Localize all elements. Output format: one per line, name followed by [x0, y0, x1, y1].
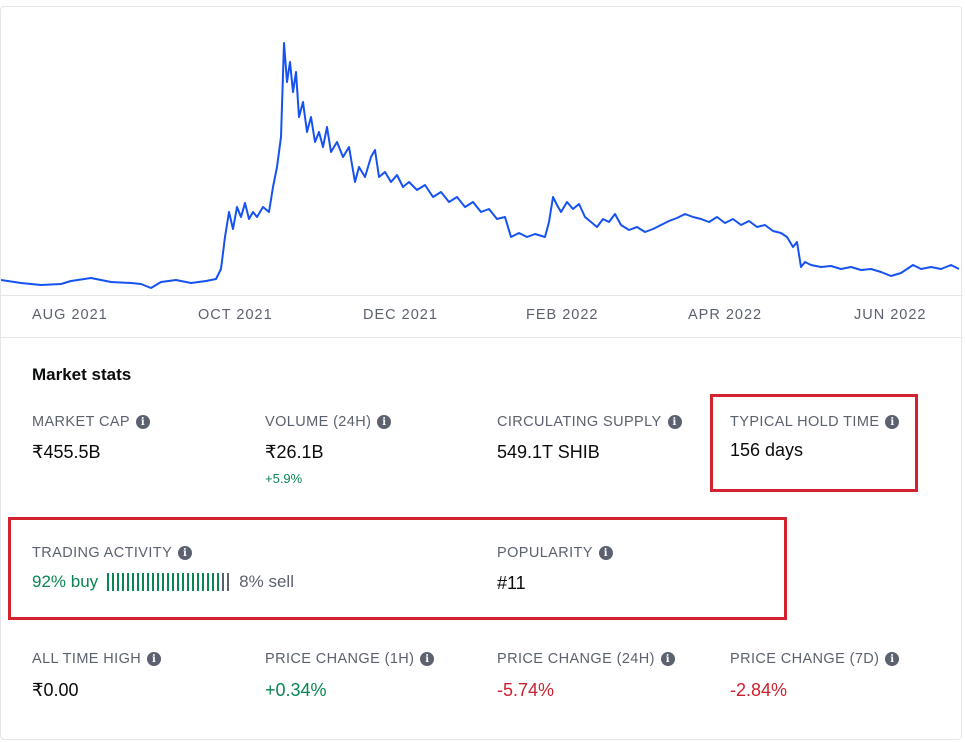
buy-bar-segment	[112, 573, 115, 591]
price-change-24h-label: PRICE CHANGE (24H)	[497, 651, 655, 667]
buy-bar-segment	[147, 573, 150, 591]
buy-sell-bar	[107, 573, 230, 591]
trading-activity-row: 92% buy 8% sell	[32, 572, 294, 592]
info-icon[interactable]: i	[136, 415, 151, 429]
info-icon[interactable]: i	[660, 652, 675, 666]
info-icon[interactable]: i	[885, 415, 900, 429]
price-chart-svg[interactable]	[1, 7, 963, 297]
stat-price-change-24h: PRICE CHANGE (24H) i -5.74%	[497, 651, 675, 701]
stat-circulating-supply: CIRCULATING SUPPLY i 549.1T SHIB	[497, 414, 682, 463]
buy-bar-segment	[142, 573, 145, 591]
info-icon[interactable]: i	[178, 546, 193, 560]
hold-time-label: TYPICAL HOLD TIME	[730, 414, 880, 430]
sell-bar-segment	[227, 573, 230, 591]
circulating-supply-value: 549.1T SHIB	[497, 442, 600, 462]
all-time-high-label: ALL TIME HIGH	[32, 651, 142, 667]
buy-bar-segment	[117, 573, 120, 591]
chart-axis	[1, 295, 963, 296]
x-label-apr-2022: APR 2022	[688, 307, 763, 323]
stat-price-change-1h: PRICE CHANGE (1H) i +0.34%	[265, 651, 435, 701]
trading-activity-label: TRADING ACTIVITY	[32, 545, 173, 561]
market-cap-label: MARKET CAP	[32, 414, 131, 430]
popularity-label: POPULARITY	[497, 545, 593, 561]
buy-bar-segment	[197, 573, 200, 591]
buy-bar-segment	[172, 573, 175, 591]
volume-change: +5.9%	[265, 471, 303, 486]
stat-market-cap: MARKET CAP i ₹455.5B	[32, 414, 151, 463]
info-icon[interactable]: i	[885, 652, 900, 666]
popularity-value: #11	[497, 573, 526, 593]
stat-trading-activity: TRADING ACTIVITY i 92% buy 8% sell	[32, 545, 294, 592]
buy-bar-segment	[192, 573, 195, 591]
buy-bar-segment	[157, 573, 160, 591]
buy-bar-segment	[127, 573, 130, 591]
market-card: AUG 2021 OCT 2021 DEC 2021 FEB 2022 APR …	[0, 6, 963, 740]
volume-label: VOLUME (24H)	[265, 414, 372, 430]
stat-hold-time: TYPICAL HOLD TIME i 156 days	[730, 414, 900, 461]
info-icon[interactable]: i	[420, 652, 435, 666]
info-icon[interactable]: i	[377, 415, 392, 429]
x-label-oct-2021: OCT 2021	[198, 307, 273, 323]
volume-value: ₹26.1B	[265, 442, 324, 462]
price-change-1h-label: PRICE CHANGE (1H)	[265, 651, 415, 667]
x-label-aug-2021: AUG 2021	[32, 307, 108, 323]
hold-time-value: 156 days	[730, 440, 804, 460]
section-divider	[1, 337, 963, 338]
sell-percentage: 8% sell	[239, 572, 294, 591]
price-chart[interactable]	[1, 7, 963, 297]
stat-popularity: POPULARITY i #11	[497, 545, 613, 594]
x-label-jun-2022: JUN 2022	[854, 307, 927, 323]
info-icon[interactable]: i	[598, 546, 613, 560]
buy-bar-segment	[177, 573, 180, 591]
market-stats-title: Market stats	[32, 365, 132, 384]
buy-bar-segment	[182, 573, 185, 591]
buy-bar-segment	[162, 573, 165, 591]
buy-bar-segment	[167, 573, 170, 591]
circulating-supply-label: CIRCULATING SUPPLY	[497, 414, 662, 430]
buy-bar-segment	[202, 573, 205, 591]
buy-bar-segment	[212, 573, 215, 591]
info-icon[interactable]: i	[147, 652, 162, 666]
chart-x-axis-labels: AUG 2021 OCT 2021 DEC 2021 FEB 2022 APR …	[1, 307, 963, 331]
buy-bar-segment	[137, 573, 140, 591]
buy-bar-segment	[122, 573, 125, 591]
price-line	[1, 42, 960, 289]
market-cap-value: ₹455.5B	[32, 442, 101, 462]
stat-all-time-high: ALL TIME HIGH i ₹0.00	[32, 651, 162, 701]
price-change-7d-label: PRICE CHANGE (7D)	[730, 651, 880, 667]
price-change-7d-value: -2.84%	[730, 680, 788, 700]
price-change-24h-value: -5.74%	[497, 680, 555, 700]
all-time-high-value: ₹0.00	[32, 680, 79, 700]
stat-price-change-7d: PRICE CHANGE (7D) i -2.84%	[730, 651, 900, 701]
buy-bar-segment	[107, 573, 110, 591]
buy-percentage: 92% buy	[32, 572, 99, 591]
x-label-dec-2021: DEC 2021	[363, 307, 438, 323]
stat-volume: VOLUME (24H) i ₹26.1B +5.9%	[265, 414, 392, 486]
highlight-box-activity	[8, 517, 787, 620]
buy-bar-segment	[207, 573, 210, 591]
buy-bar-segment	[217, 573, 220, 591]
x-label-feb-2022: FEB 2022	[526, 307, 599, 323]
buy-bar-segment	[187, 573, 190, 591]
price-change-1h-value: +0.34%	[265, 680, 327, 700]
buy-bar-segment	[132, 573, 135, 591]
buy-bar-segment	[152, 573, 155, 591]
info-icon[interactable]: i	[667, 415, 682, 429]
highlight-box-hold-time	[710, 394, 918, 492]
sell-bar-segment	[222, 573, 225, 591]
